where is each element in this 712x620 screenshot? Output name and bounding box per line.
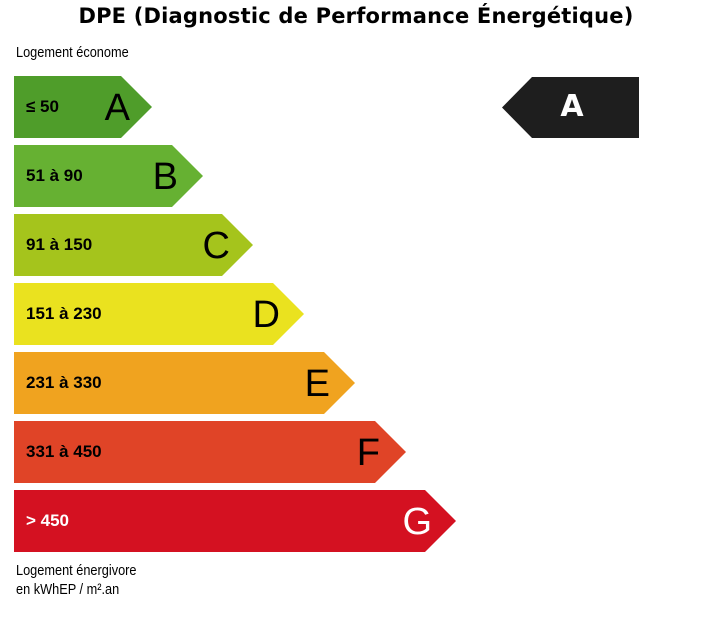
bar-shape-f <box>14 421 406 483</box>
bar-shape-c <box>14 214 253 276</box>
indicator-arrow-shape <box>502 77 639 138</box>
bar-shape-a <box>14 76 152 138</box>
energy-class-bar-g: > 450 G <box>14 490 456 552</box>
bar-letter-a: A <box>104 87 130 129</box>
bar-letter-g: G <box>402 501 432 543</box>
bar-range-f: 331 à 450 <box>26 442 102 461</box>
energy-class-bar-d: 151 à 230 D <box>14 283 304 345</box>
bar-shape-g <box>14 490 456 552</box>
energy-class-bar-c: 91 à 150 C <box>14 214 253 276</box>
energy-class-bar-a: ≤ 50 A <box>14 76 152 138</box>
energy-class-bar-f: 331 à 450 F <box>14 421 406 483</box>
bar-letter-d: D <box>252 294 280 336</box>
bar-letter-e: E <box>304 363 330 405</box>
bar-letter-b: B <box>152 156 178 198</box>
bar-range-b: 51 à 90 <box>26 166 83 185</box>
energy-class-bar-b: 51 à 90 B <box>14 145 203 207</box>
bar-range-a: ≤ 50 <box>26 97 59 116</box>
bar-range-g: > 450 <box>26 511 70 530</box>
bar-shape-d <box>14 283 304 345</box>
current-class-indicator: A <box>502 77 639 138</box>
energy-class-bar-e: 231 à 330 E <box>14 352 355 414</box>
bar-range-e: 231 à 330 <box>26 373 102 392</box>
indicator-letter: A <box>560 89 584 124</box>
bar-shape-e <box>14 352 355 414</box>
energy-hungry-label-line1: Logement énergivore <box>16 562 137 579</box>
bar-shape-b <box>14 145 203 207</box>
page-title: DPE (Diagnostic de Performance Énergétiq… <box>78 4 634 28</box>
economical-label: Logement économe <box>16 44 129 61</box>
energy-hungry-label: Logement énergivore en kWhEP / m².an <box>16 561 137 599</box>
bar-range-d: 151 à 230 <box>26 304 102 323</box>
bar-letter-f: F <box>356 432 380 474</box>
unit-label: en kWhEP / m².an <box>16 581 120 598</box>
bar-range-c: 91 à 150 <box>26 235 93 254</box>
bar-letter-c: C <box>202 225 230 267</box>
